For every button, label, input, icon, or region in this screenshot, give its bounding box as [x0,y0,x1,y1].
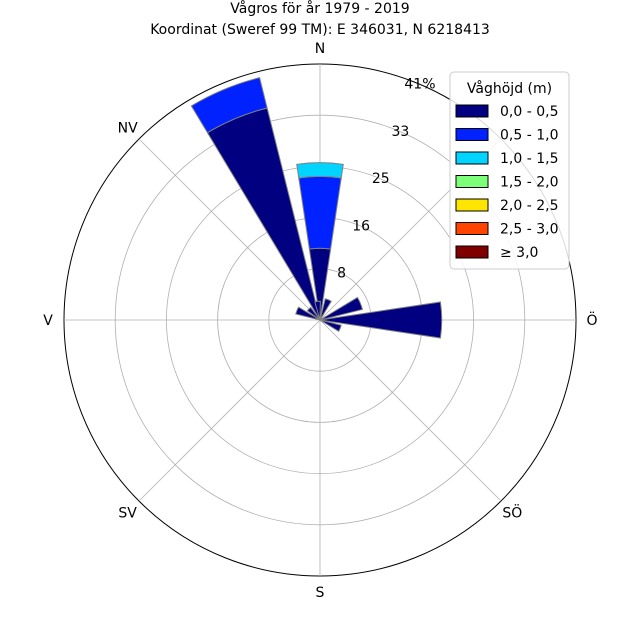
legend-label: 2,0 - 2,5 [500,198,558,214]
legend-label: 1,5 - 2,0 [500,175,558,191]
legend-label: 2,5 - 3,0 [500,222,558,238]
bar-segment [319,298,332,321]
legend: Våghöjd (m) 0,0 - 0,5 0,5 - 1,0 1,0 - 1,5 1,… [449,71,570,270]
legend-label: 0,0 - 0,5 [500,104,558,120]
legend-frame [449,71,570,270]
direction-label: V [43,313,53,329]
direction-label: SÖ [502,503,522,521]
radial-tick-label: 41% [404,76,435,92]
grid-spoke [138,319,321,502]
bar-segment [298,175,342,250]
direction-labels: N Ö SÖ S SV V NV [43,41,597,601]
bar-segment [295,306,321,321]
polar-bars [190,77,443,339]
direction-label: Ö [586,311,597,329]
legend-swatch [455,245,489,259]
bar-segment [319,296,364,321]
radial-tick-labels: 8 16 25 33 41% [337,76,435,281]
polar-grid [63,63,577,577]
bar-segment [306,306,321,321]
direction-label: NV [118,121,138,137]
legend-swatch [455,151,489,165]
legend-swatch [455,175,489,188]
legend-title: Våghöjd (m) [467,80,552,97]
direction-label: SV [118,505,137,521]
legend-label: 0,5 - 1,0 [500,128,558,144]
radial-tick-label: 8 [337,266,346,282]
bar-segment [319,319,342,332]
legend-swatch [455,198,489,212]
bar-segment [190,77,268,134]
direction-label: S [316,585,325,601]
legend-label: ≥ 3,0 [500,245,538,261]
grid-spoke [138,138,321,321]
radial-tick-label: 33 [391,124,409,140]
bar-segment [296,162,344,179]
chart-title-line1: Vågros för år 1979 - 2019 [230,0,409,17]
radial-tick-label: 16 [352,218,370,234]
direction-label: N [315,41,325,57]
chart-title-line2: Koordinat (Sweref 99 TM): E 346031, N 62… [150,22,490,38]
grid-spoke [319,319,502,502]
legend-swatch [455,222,489,235]
legend-swatch [455,128,489,141]
bar-segment [319,301,443,339]
bar-segment [314,300,321,321]
legend-swatch [455,104,489,118]
bar-segment [206,107,321,321]
legend-label: 1,0 - 1,5 [500,151,558,167]
radial-tick-label: 25 [372,171,390,187]
